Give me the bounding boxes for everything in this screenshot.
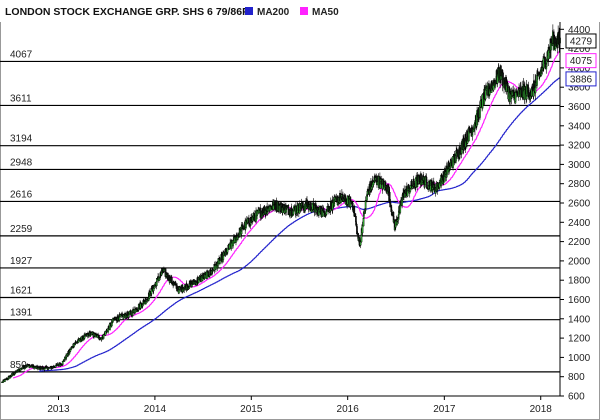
candle-body (370, 186, 373, 190)
candle-body (407, 184, 410, 189)
ma200-line (39, 77, 561, 372)
candle-body (360, 234, 363, 243)
candle-body (396, 219, 399, 222)
x-axis: 2013 2014 2015 2016 2017 2018 (0, 395, 560, 415)
candle-body (174, 282, 177, 285)
candle-body (217, 262, 219, 266)
y-tick-label: 3200 (568, 141, 591, 152)
y-tick-label: 2200 (568, 237, 591, 248)
level-label: 2259 (10, 224, 33, 235)
y-tick-label: 1200 (568, 334, 591, 345)
candle-body (355, 216, 357, 222)
ma200-legend-swatch (245, 7, 253, 15)
value-tag-box (565, 53, 597, 69)
level-label: 1391 (10, 308, 33, 319)
y-tick-label: 1000 (568, 353, 591, 364)
candle-body (69, 349, 72, 352)
level-label: 850 (10, 360, 27, 371)
value-tag-label: 4279 (570, 36, 593, 47)
y-tick-label: 4400 (568, 25, 591, 36)
y-tick-label: 2800 (568, 179, 591, 190)
level-label: 1927 (10, 256, 33, 267)
candle-body (514, 91, 517, 102)
value-tags: 4279 4075 3886 (565, 33, 597, 87)
chart-title: LONDON STOCK EXCHANGE GRP. SHS 6 79/86P (5, 6, 249, 18)
candle-body (54, 365, 57, 368)
candle-body (536, 75, 538, 86)
candle-body (359, 241, 362, 246)
level-label: 3194 (10, 134, 33, 145)
candle-body (385, 184, 388, 191)
value-tag-label: 4075 (570, 56, 593, 67)
y-tick-label: 2400 (568, 218, 591, 229)
level-label: 2616 (10, 189, 33, 200)
ma200-legend-label: MA200 (257, 7, 290, 18)
y-tick-label: 2600 (568, 199, 591, 210)
x-tick-label: 2016 (337, 404, 360, 415)
x-tick-label: 2017 (433, 404, 456, 415)
level-label: 2948 (10, 157, 33, 168)
candle-body (361, 225, 364, 234)
ma50-legend-label: MA50 (312, 7, 339, 18)
candle-body (472, 129, 475, 132)
level-label: 1621 (10, 285, 33, 296)
candle-body (431, 187, 434, 190)
candle-body (362, 218, 365, 227)
y-tick-label: 4200 (568, 44, 591, 55)
candle-body (152, 288, 155, 292)
support-resistance-levels: 4067 3611 3194 2948 2616 2259 1927 1621 1391 850 (0, 49, 560, 373)
x-tick-label: 2018 (530, 404, 553, 415)
y-tick-label: 800 (568, 372, 585, 383)
candle-body (544, 57, 547, 64)
y-tick-label: 1600 (568, 295, 591, 306)
level-label: 3611 (10, 93, 32, 104)
value-tag-box (565, 71, 597, 87)
y-tick-label: 3000 (568, 160, 591, 171)
y-tick-label: 4000 (568, 63, 591, 74)
ma200-series (39, 77, 561, 372)
candle-body (32, 365, 35, 367)
ma50-legend-swatch (300, 7, 308, 15)
candle-body (356, 226, 358, 235)
value-tag-label: 3886 (570, 74, 593, 85)
y-tick-label: 1800 (568, 276, 591, 287)
candle-body (323, 211, 326, 213)
y-tick-label: 3600 (568, 102, 591, 113)
x-tick-label: 2013 (47, 404, 70, 415)
y-tick-label: 2000 (568, 256, 591, 267)
y-tick-label: 600 (568, 392, 585, 403)
candle-body (287, 205, 290, 210)
level-label: 4067 (10, 49, 33, 60)
x-tick-label: 2015 (240, 404, 263, 415)
candle-body (372, 181, 375, 185)
value-tag-box (565, 33, 597, 49)
x-tick-label: 2014 (144, 404, 167, 415)
candle-body (542, 57, 545, 68)
price-candles (1, 24, 561, 383)
candle-body (43, 368, 46, 371)
y-tick-label: 1400 (568, 314, 591, 325)
candle-body (322, 207, 325, 212)
y-tick-label: 3400 (568, 121, 591, 132)
candle-body (388, 192, 391, 200)
y-tick-label: 3800 (568, 83, 591, 94)
